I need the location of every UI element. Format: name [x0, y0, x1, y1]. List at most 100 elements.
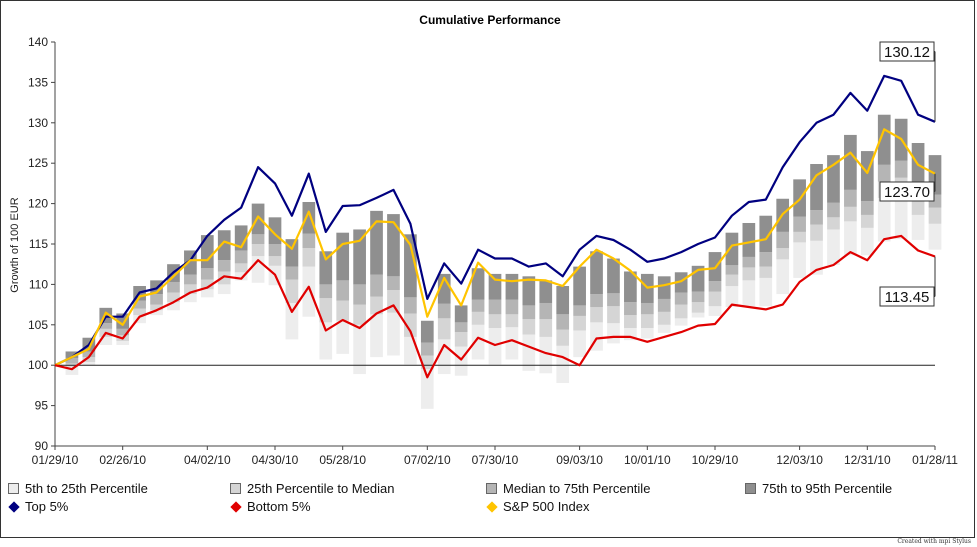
x-tick-label: 09/03/10: [556, 453, 603, 467]
percentile-bar: [319, 284, 333, 299]
percentile-bar: [810, 210, 823, 225]
percentile-bar: [573, 330, 586, 358]
y-tick-label: 140: [28, 35, 48, 49]
percentile-bar: [827, 202, 840, 218]
percentile-bar: [759, 252, 773, 267]
percentile-bar: [657, 311, 671, 325]
percentile-bar: [353, 229, 366, 285]
percentile-bar: [810, 240, 823, 275]
legend-item: 25th Percentile to Median: [230, 480, 394, 497]
percentile-bar: [234, 272, 248, 281]
percentile-bar: [894, 193, 908, 240]
legend-label: 25th Percentile to Median: [247, 481, 395, 496]
x-tick-label: 04/02/10: [184, 453, 231, 467]
percentile-bar: [674, 292, 688, 305]
percentile-bar: [539, 280, 553, 303]
percentile-bar: [827, 217, 840, 230]
y-tick-label: 95: [35, 399, 49, 413]
percentile-bar: [928, 223, 942, 250]
percentile-bar: [65, 351, 79, 358]
percentile-bar: [404, 313, 417, 337]
percentile-bar: [116, 328, 130, 336]
percentile-bar: [488, 299, 502, 315]
percentile-bar: [150, 310, 163, 316]
percentile-bar: [150, 294, 163, 305]
percentile-bar: [336, 300, 350, 321]
y-tick-label: 120: [28, 197, 48, 211]
percentile-bar: [437, 318, 451, 340]
percentile-bar: [522, 319, 536, 335]
x-tick-label: 02/26/10: [99, 453, 146, 467]
legend-swatch: [486, 483, 497, 494]
percentile-bar: [200, 235, 214, 269]
x-tick-label: 10/01/10: [624, 453, 671, 467]
percentile-bar: [556, 345, 570, 383]
series-line: [54, 234, 936, 379]
legend-label: Top 5%: [25, 499, 69, 514]
percentile-bar: [810, 164, 823, 211]
percentile-bar: [640, 302, 654, 315]
percentile-bar: [539, 302, 553, 320]
percentile-bar: [877, 114, 891, 165]
percentile-bar: [674, 272, 688, 293]
percentile-bar: [776, 248, 790, 260]
percentile-bar: [624, 302, 637, 316]
percentile-bar: [82, 351, 96, 358]
percentile-bar: [234, 263, 248, 273]
percentile-bar: [674, 304, 688, 319]
x-tick-label: 01/29/10: [32, 453, 79, 467]
percentile-bar: [471, 311, 485, 325]
y-tick-label: 130: [28, 116, 48, 130]
percentile-bar: [590, 307, 603, 323]
percentile-bar: [217, 230, 231, 261]
percentile-bar: [590, 251, 603, 295]
percentile-bar: [133, 315, 146, 324]
percentile-bar: [691, 291, 705, 303]
percentile-bar: [488, 273, 502, 300]
percentile-bar: [437, 303, 451, 319]
percentile-bar: [370, 314, 383, 358]
percentile-bar: [573, 305, 586, 316]
percentile-bar: [336, 232, 350, 281]
legend-item: Top 5%: [8, 498, 68, 515]
percentile-bar: [319, 322, 333, 360]
percentile-bar: [776, 259, 790, 295]
percentile-bar: [793, 242, 806, 278]
series-lines: [54, 74, 936, 379]
percentile-bar: [387, 276, 400, 291]
percentile-bar: [454, 332, 468, 347]
percentile-bar: [894, 160, 908, 178]
percentile-bar: [522, 276, 536, 306]
percentile-bar: [184, 294, 197, 303]
percentile-bar: [877, 164, 891, 182]
percentile-bar: [607, 258, 620, 294]
credit-note: Created with mpi Stylus: [897, 538, 971, 545]
percentile-bar: [133, 300, 146, 309]
end-value-labels: 130.12 123.70 113.45: [879, 41, 936, 307]
percentile-bar: [640, 314, 654, 329]
legend-item: 5th to 25th Percentile: [8, 480, 148, 497]
percentile-bar: [691, 302, 705, 313]
percentile-bar: [319, 251, 333, 285]
percentile-bar: [471, 268, 485, 300]
percentile-bar: [336, 320, 350, 354]
x-tick-label: 05/28/10: [319, 453, 366, 467]
x-tick-label: 10/29/10: [692, 453, 739, 467]
percentile-bar: [65, 357, 79, 364]
percentile-bar: [640, 328, 654, 339]
legend-diamond-icon: [8, 500, 20, 513]
percentile-bar: [725, 274, 739, 287]
percentile-bar: [556, 329, 570, 346]
percentile-bar: [167, 302, 180, 311]
percentile-bar: [404, 336, 417, 365]
percentile-bar: [505, 327, 519, 360]
percentile-bar: [539, 336, 553, 374]
x-tick-label: 12/31/10: [844, 453, 891, 467]
percentile-bar: [844, 134, 857, 190]
percentile-bar: [742, 256, 756, 268]
percentile-bar: [573, 315, 586, 331]
percentile-bar: [928, 207, 942, 224]
percentile-bar: [742, 280, 756, 307]
percentile-bar: [793, 216, 806, 232]
percentile-bar: [860, 201, 874, 215]
